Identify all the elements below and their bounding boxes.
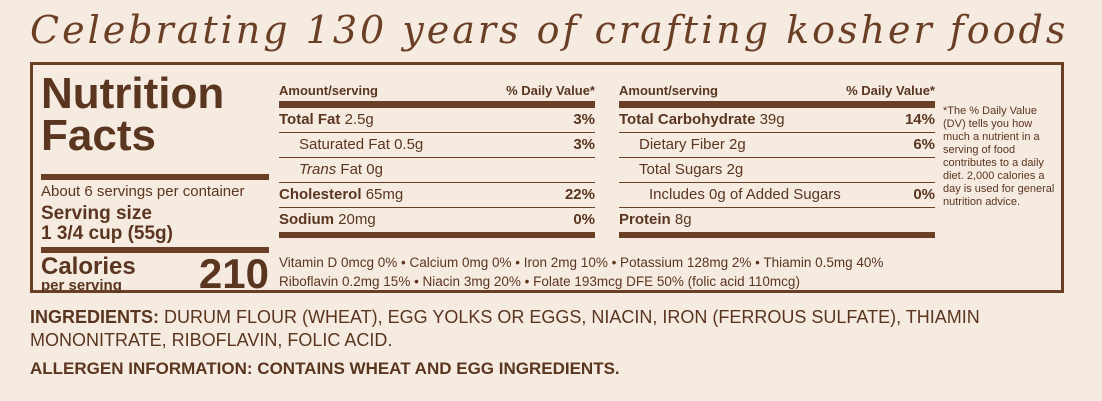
nutrient-dv: 14% <box>904 111 935 128</box>
nutrient-name: Total Fat <box>279 111 341 128</box>
nutrient-name: Trans <box>299 161 337 178</box>
nutrient-row-saturated-fat: Saturated Fat 0.5g 3% <box>279 133 595 158</box>
nutrient-name: Cholesterol <box>279 186 362 203</box>
micronutrients-line2: Riboflavin 0.2mg 15% • Niacin 3mg 20% • … <box>279 274 800 289</box>
divider-bar <box>41 247 269 253</box>
column-header: Amount/serving % Daily Value* <box>619 81 935 108</box>
nutrient-row-protein: Protein 8g <box>619 208 935 232</box>
nutrient-name: Sodium <box>279 211 334 228</box>
divider-bar <box>619 232 935 238</box>
nutrition-title-line1: Nutrition <box>41 69 225 118</box>
allergen-information: ALLERGEN INFORMATION: CONTAINS WHEAT AND… <box>30 358 1070 380</box>
nutrient-dv: 22% <box>564 186 595 203</box>
micronutrients-line1: Vitamin D 0mcg 0% • Calcium 0mg 0% • Iro… <box>279 255 884 270</box>
nutrient-row-trans-fat: Trans Fat 0g <box>279 158 595 183</box>
tagline: Celebrating 130 years of crafting kosher… <box>30 8 1069 52</box>
nutrient-dv: 3% <box>573 136 595 153</box>
nutrient-name: Protein <box>619 211 671 228</box>
calories-sublabel: per serving <box>41 277 122 294</box>
ingredients: INGREDIENTS: DURUM FLOUR (WHEAT), EGG YO… <box>30 306 1070 352</box>
serving-size-value: 1 3/4 cup (55g) <box>41 223 173 244</box>
nutrient-amount: 2.5g <box>344 111 374 128</box>
nutrient-dv: 0% <box>573 211 595 228</box>
nutrient-amount: 2g <box>726 161 744 178</box>
nutrient-amount: 65mg <box>365 186 404 203</box>
nutrient-amount: 39g <box>759 111 785 128</box>
nutrient-name: Total Carbohydrate <box>619 111 756 128</box>
divider-bar <box>279 232 595 238</box>
nutrient-row-dietary-fiber: Dietary Fiber 2g 6% <box>619 133 935 158</box>
nutrient-amount: 0.5g <box>394 136 424 153</box>
divider-bar <box>41 174 269 180</box>
header-daily-value: % Daily Value* <box>506 83 595 98</box>
nutrient-column-right: Amount/serving % Daily Value* Total Carb… <box>619 81 935 238</box>
nutrition-summary: Nutrition Facts About 6 servings per con… <box>41 69 269 297</box>
column-header: Amount/serving % Daily Value* <box>279 81 595 108</box>
header-daily-value: % Daily Value* <box>846 83 935 98</box>
calories-label: Calories <box>41 253 136 280</box>
nutrient-name: Saturated Fat <box>299 136 390 153</box>
nutrient-name: Includes 0g of Added Sugars <box>649 186 841 203</box>
nutrient-dv: 6% <box>913 136 935 153</box>
nutrition-facts-panel: Nutrition Facts About 6 servings per con… <box>30 62 1064 297</box>
nutrient-amount: 0g <box>366 161 383 178</box>
nutrient-row-total-carbohydrate: Total Carbohydrate 39g 14% <box>619 108 935 133</box>
servings-per-container: About 6 servings per container <box>41 183 245 200</box>
nutrient-amount: 8g <box>674 211 692 228</box>
allergen-label: ALLERGEN INFORMATION: <box>30 359 253 378</box>
nutrient-row-total-fat: Total Fat 2.5g 3% <box>279 108 595 133</box>
daily-value-footnote: *The % Daily Value (DV) tells you how mu… <box>943 105 1055 208</box>
header-amount: Amount/serving <box>279 83 378 98</box>
nutrient-row-cholesterol: Cholesterol 65mg 22% <box>279 183 595 208</box>
header-amount: Amount/serving <box>619 83 718 98</box>
nutrient-row-total-sugars: Total Sugars 2g <box>619 158 935 183</box>
nutrient-amount: 2g <box>729 136 746 153</box>
ingredients-label: INGREDIENTS: <box>30 307 160 327</box>
nutrition-title: Nutrition Facts <box>41 69 269 160</box>
nutrient-dv: 0% <box>913 186 935 203</box>
nutrient-name: Total Sugars <box>639 161 723 178</box>
nutrient-row-sodium: Sodium 20mg 0% <box>279 208 595 232</box>
calories-value: 210 <box>198 250 269 297</box>
nutrient-name-rest: Fat <box>336 161 363 178</box>
nutrient-dv: 3% <box>573 111 595 128</box>
nutrient-name: Dietary Fiber <box>639 136 725 153</box>
nutrient-column-left: Amount/serving % Daily Value* Total Fat … <box>279 81 595 238</box>
micronutrients: Vitamin D 0mcg 0% • Calcium 0mg 0% • Iro… <box>279 253 941 291</box>
allergen-text: CONTAINS WHEAT AND EGG INGREDIENTS. <box>252 359 620 378</box>
nutrient-amount: 20mg <box>338 211 376 228</box>
nutrition-title-line2: Facts <box>41 111 156 160</box>
nutrient-row-added-sugars: Includes 0g of Added Sugars 0% <box>619 183 935 208</box>
serving-size-label: Serving size <box>41 203 152 224</box>
ingredients-text: DURUM FLOUR (WHEAT), EGG YOLKS OR EGGS, … <box>30 307 980 350</box>
